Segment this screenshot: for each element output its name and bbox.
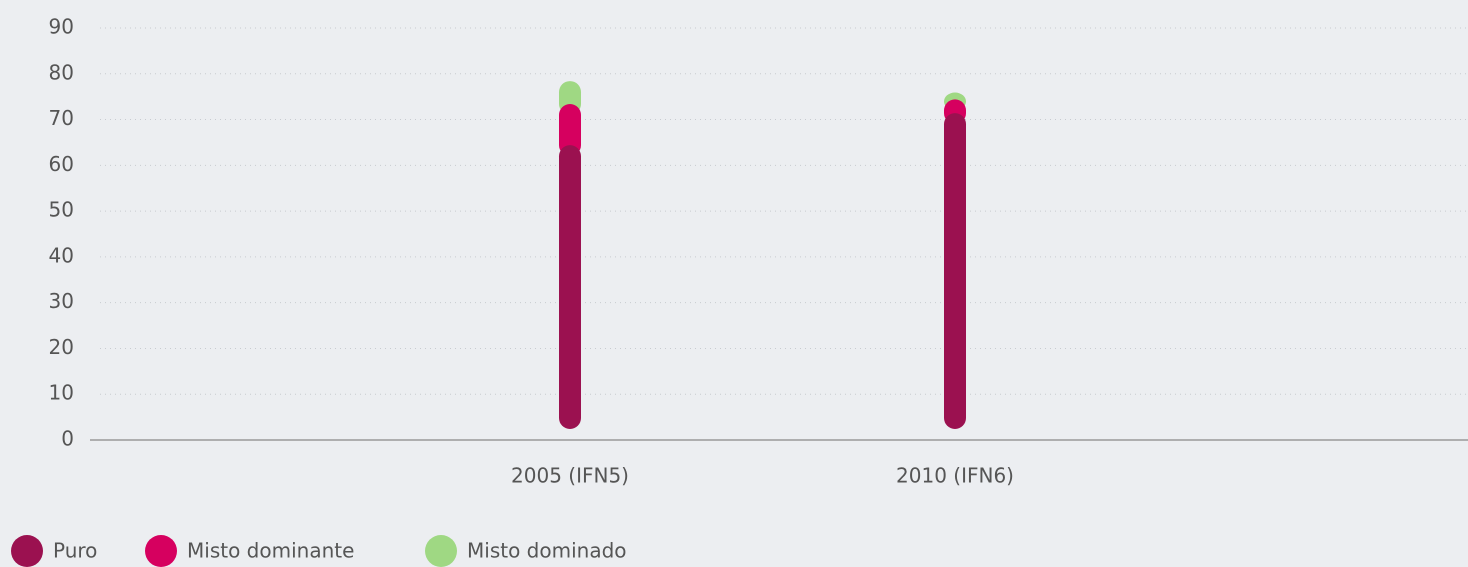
y-tick-label: 50 — [49, 198, 74, 222]
y-tick-label: 70 — [49, 106, 74, 130]
y-tick-label: 90 — [49, 15, 74, 39]
x-tick-label: 2005 (IFN5) — [511, 464, 629, 488]
bar-segment — [559, 103, 581, 157]
legend-swatch — [11, 535, 43, 567]
y-tick-label: 10 — [49, 381, 74, 405]
legend-swatch — [425, 535, 457, 567]
y-tick-label: 20 — [49, 335, 74, 359]
y-tick-label: 0 — [61, 427, 74, 451]
y-tick-label: 80 — [49, 60, 74, 84]
bar-segment — [944, 113, 966, 429]
legend-label: Puro — [53, 539, 97, 563]
x-tick-label: 2010 (IFN6) — [896, 464, 1014, 488]
legend-label: Misto dominante — [187, 539, 354, 563]
legend-label: Misto dominado — [467, 539, 627, 563]
y-tick-label: 60 — [49, 152, 74, 176]
y-tick-label: 40 — [49, 243, 74, 267]
bar-segment — [559, 145, 581, 429]
legend-swatch — [145, 535, 177, 567]
y-tick-label: 30 — [49, 289, 74, 313]
